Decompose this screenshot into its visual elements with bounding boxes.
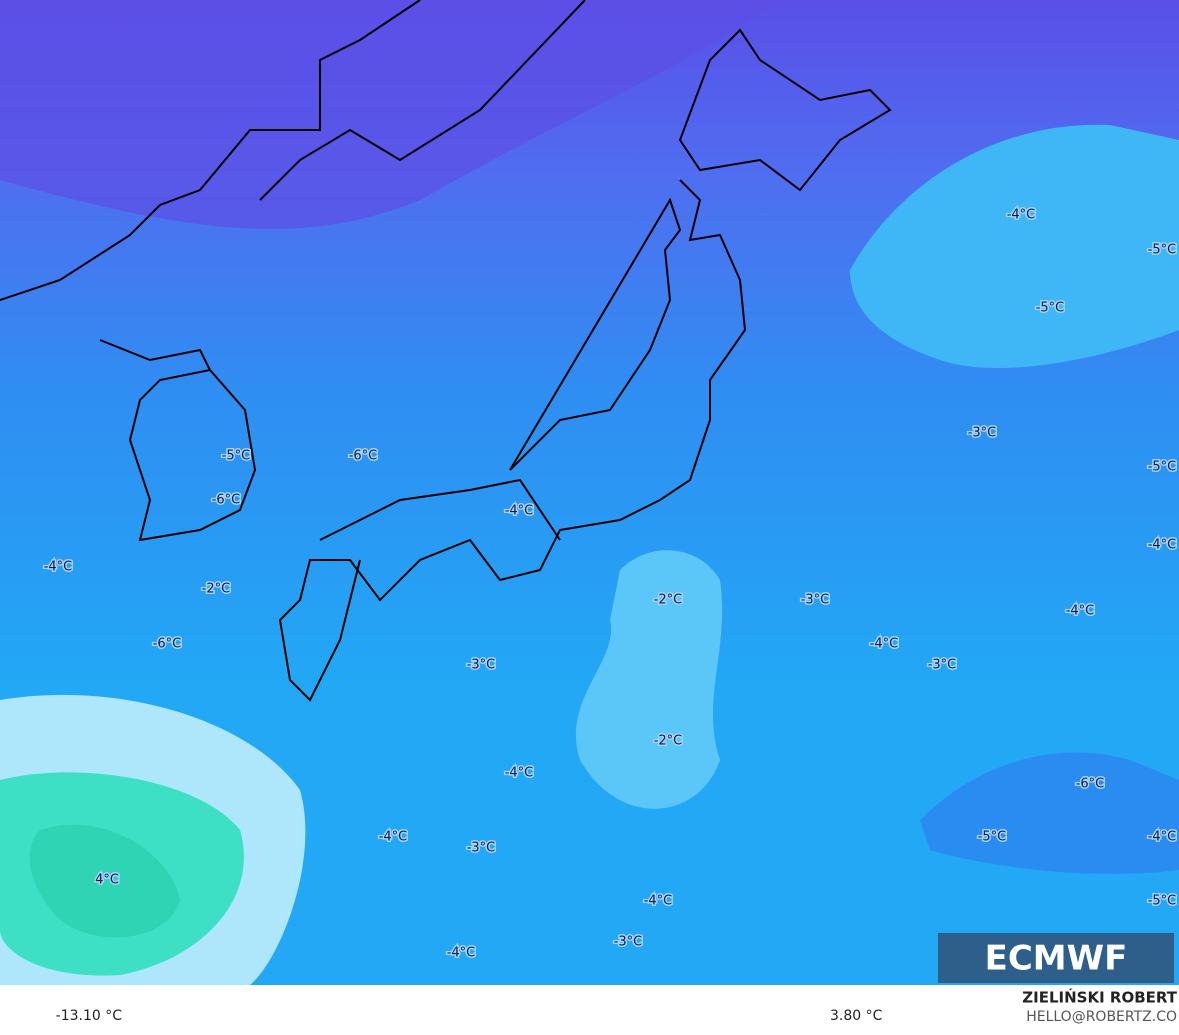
contour-label: -6°C	[1076, 777, 1105, 792]
author: ZIELIŃSKI ROBERT	[1022, 988, 1177, 1007]
warm-region	[29, 824, 180, 938]
contour-label: -3°C	[467, 658, 496, 673]
contour-label: -3°C	[467, 841, 496, 856]
contour-label: -4°C	[1148, 830, 1177, 845]
contour-label: -3°C	[928, 658, 957, 673]
contour-label: 4°C	[95, 873, 119, 888]
contour-label: -2°C	[654, 734, 683, 749]
max-label: 3.80 °C	[830, 1008, 883, 1024]
contour-label: -4°C	[1007, 208, 1036, 223]
contour-label: -4°C	[1148, 538, 1177, 553]
logo-box	[938, 933, 1174, 983]
contour-label: -4°C	[505, 504, 534, 519]
contact: HELLO@ROBERTZ.CO	[1026, 1009, 1177, 1025]
contour-label: -4°C	[505, 766, 534, 781]
warm-region	[575, 550, 723, 809]
map	[0, 0, 1179, 985]
contour-labels: -4°C -5°C -5°C -3°C -6°C -5°C -6°C -5°C -4°C -4°C…	[42, 206, 1178, 962]
contour-label: -4°C	[379, 830, 408, 845]
min-label: -13.10 °C	[56, 1008, 123, 1024]
coastlines	[0, 0, 892, 702]
contour-label: -6°C	[349, 449, 378, 464]
contour-label: -5°C	[978, 830, 1007, 845]
contour-label: -5°C	[1036, 301, 1065, 316]
logo: ECMWF	[985, 939, 1128, 979]
contour-label: -4°C	[870, 637, 899, 652]
contour-label: -4°C	[644, 894, 673, 909]
contour-label: -2°C	[654, 593, 683, 608]
contour-label: -4°C	[1066, 604, 1095, 619]
contour-label: -5°C	[1148, 243, 1177, 258]
contour-label: -5°C	[1148, 894, 1177, 909]
contour-label: -2°C	[202, 582, 231, 597]
cold-region	[920, 752, 1179, 874]
contour-label: -5°C	[1148, 460, 1177, 475]
contour-label: -6°C	[212, 493, 241, 508]
contour-label: -4°C	[44, 560, 73, 575]
contour-label: -3°C	[801, 593, 830, 608]
cold-region	[0, 0, 780, 229]
contour-label: -5°C	[222, 449, 251, 464]
contour-label: -6°C	[153, 637, 182, 652]
contour-label: -3°C	[614, 935, 643, 950]
contour-label: -4°C	[447, 946, 476, 961]
contour-label: -3°C	[968, 426, 997, 441]
warm-region	[850, 124, 1179, 369]
